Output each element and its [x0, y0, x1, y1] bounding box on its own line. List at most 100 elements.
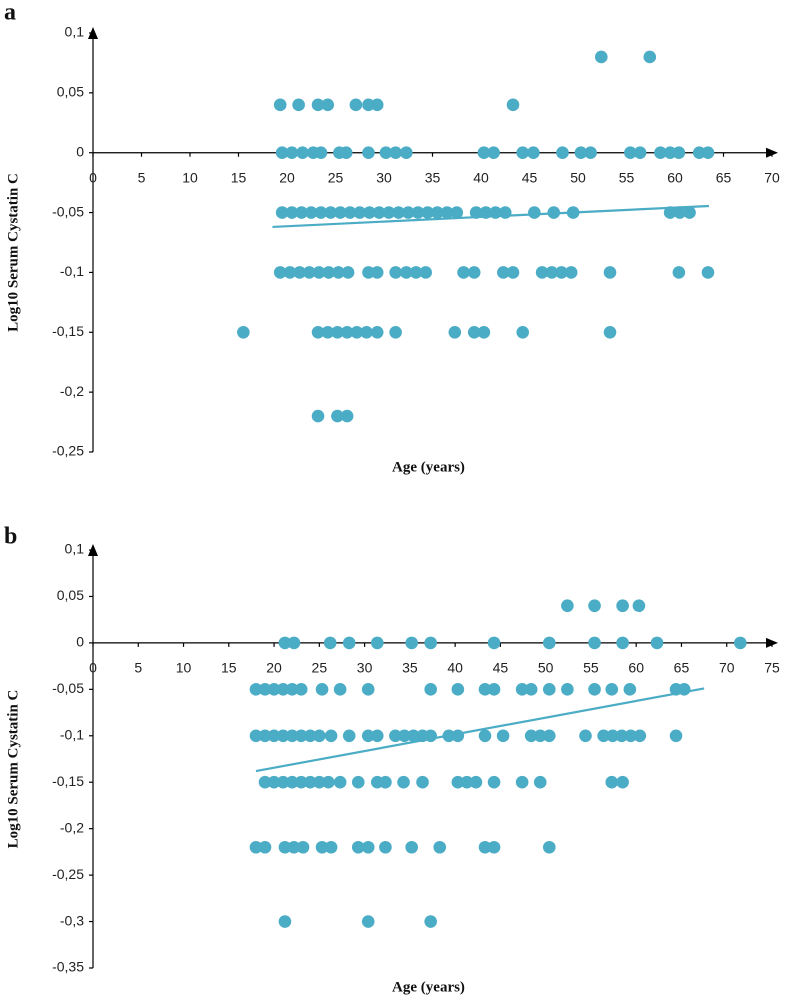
- point: [616, 775, 629, 789]
- x-tick-label: 60: [628, 660, 644, 676]
- point: [342, 636, 356, 650]
- x-tick-label: 50: [570, 169, 586, 185]
- point: [542, 636, 556, 650]
- x-tick-label: 10: [176, 660, 192, 676]
- x-axis-label: Age (years): [392, 979, 465, 995]
- point: [605, 775, 619, 789]
- point: [285, 683, 299, 696]
- point: [603, 266, 617, 279]
- point: [477, 325, 491, 339]
- point: [322, 775, 335, 789]
- point: [606, 729, 619, 743]
- point: [615, 729, 629, 743]
- point: [379, 775, 392, 789]
- point: [389, 325, 402, 339]
- point: [267, 775, 281, 789]
- y-tick-label: -0,3: [60, 912, 84, 928]
- x-tick-label: 45: [522, 169, 538, 185]
- point: [351, 840, 365, 854]
- point: [419, 266, 433, 279]
- point: [467, 266, 481, 279]
- point: [506, 98, 520, 112]
- point: [633, 146, 647, 160]
- x-tick-label: 60: [667, 169, 683, 185]
- point: [331, 409, 344, 423]
- point: [650, 636, 664, 650]
- point: [424, 636, 437, 650]
- point: [398, 729, 411, 743]
- point: [516, 325, 530, 339]
- point: [341, 266, 355, 279]
- point: [416, 775, 429, 789]
- point: [322, 266, 336, 279]
- point: [379, 840, 392, 854]
- point: [564, 266, 578, 279]
- point: [524, 683, 538, 696]
- point: [362, 266, 375, 279]
- point: [487, 683, 501, 696]
- panel-label: a: [4, 0, 16, 26]
- point: [315, 683, 329, 696]
- x-tick-label: 35: [402, 660, 418, 676]
- x-tick-label: 20: [266, 660, 282, 676]
- point: [535, 266, 549, 279]
- point: [497, 266, 510, 279]
- x-tick-label: 10: [182, 169, 198, 185]
- point: [588, 599, 601, 613]
- point: [267, 683, 281, 696]
- point: [451, 683, 465, 696]
- y-axis-label: Log10 Serum Cystatin C: [5, 173, 21, 332]
- point: [623, 683, 637, 696]
- trend-line: [272, 204, 710, 229]
- point: [407, 729, 420, 743]
- point: [588, 683, 601, 696]
- point: [314, 146, 328, 160]
- point: [389, 266, 402, 279]
- point: [249, 729, 263, 743]
- point: [339, 146, 353, 160]
- point: [561, 683, 574, 696]
- point: [258, 840, 272, 854]
- point: [478, 683, 492, 696]
- point: [258, 729, 272, 743]
- point: [469, 775, 483, 789]
- x-tick-label: 55: [583, 660, 599, 676]
- point: [370, 636, 384, 650]
- point: [249, 840, 263, 854]
- point: [258, 683, 272, 696]
- x-tick-label: 25: [312, 660, 328, 676]
- point: [275, 206, 289, 219]
- x-tick-label: 55: [619, 169, 635, 185]
- y-tick-label: -0,25: [52, 866, 84, 882]
- point: [331, 325, 344, 339]
- x-tick-label: 15: [221, 660, 237, 676]
- point: [276, 775, 290, 789]
- point: [574, 146, 588, 160]
- point: [342, 729, 356, 743]
- point: [287, 636, 301, 650]
- point: [285, 146, 299, 160]
- point: [400, 266, 413, 279]
- point: [431, 206, 444, 219]
- point: [477, 146, 491, 160]
- y-axis-label: Log10 Serum Cystatin C: [5, 690, 21, 849]
- point: [332, 266, 345, 279]
- point: [340, 325, 354, 339]
- point: [276, 729, 290, 743]
- point: [579, 729, 592, 743]
- point: [287, 840, 301, 854]
- x-tick-label: 30: [376, 169, 392, 185]
- point: [487, 840, 501, 854]
- point: [397, 775, 410, 789]
- point: [409, 266, 423, 279]
- point: [556, 146, 569, 160]
- x-tick-label: 0: [89, 169, 97, 185]
- point: [405, 636, 418, 650]
- y-tick-label: -0,35: [52, 959, 84, 975]
- x-tick-label: 15: [231, 169, 247, 185]
- point: [467, 325, 481, 339]
- point: [533, 775, 547, 789]
- point: [588, 636, 601, 650]
- point: [360, 325, 373, 339]
- y-tick-label: -0,05: [52, 203, 84, 219]
